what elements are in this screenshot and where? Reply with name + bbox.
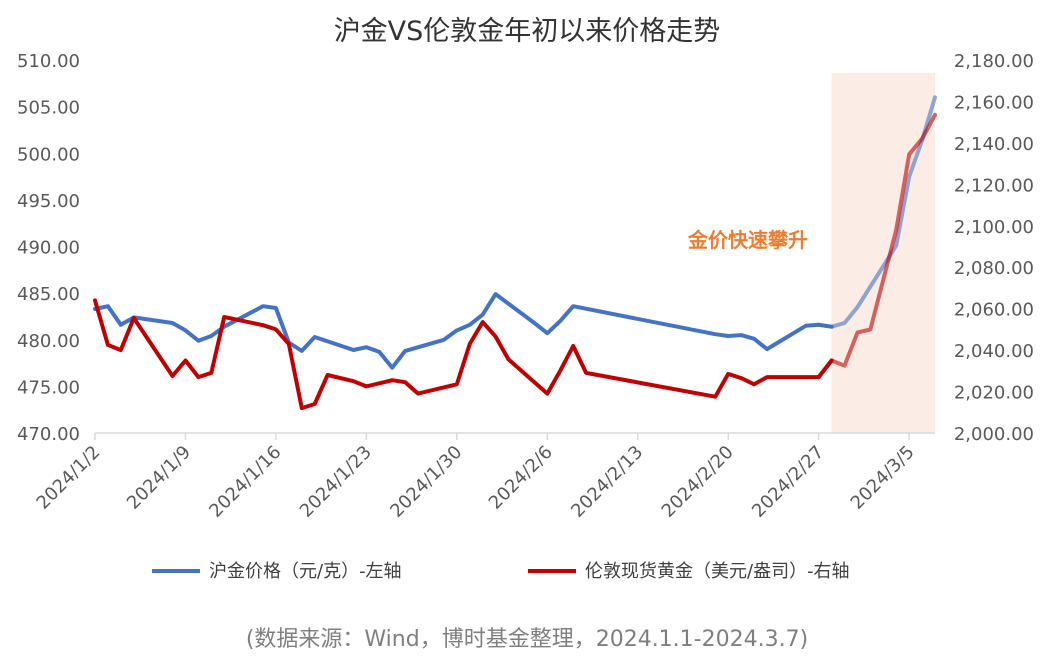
right-axis: 2,000.00 2,020.00 2,040.00 2,060.00 2,080.00…	[954, 51, 1034, 445]
x-tick-label: 2024/3/5	[847, 442, 919, 514]
x-tick-label: 2024/1/30	[386, 442, 466, 522]
series-line	[93, 298, 834, 411]
left-tick-label: 475.00	[17, 377, 80, 398]
plot-area	[93, 95, 937, 411]
right-tick-label: 2,160.00	[954, 92, 1034, 113]
annotation-label: 金价快速攀升	[687, 228, 808, 252]
right-tick-label: 2,000.00	[954, 424, 1034, 445]
x-tick-label: 2024/2/6	[485, 442, 557, 514]
x-tick-label: 2024/2/13	[567, 442, 647, 522]
x-tick-label: 2024/1/2	[33, 442, 105, 514]
left-tick-label: 485.00	[17, 284, 80, 305]
right-tick-label: 2,120.00	[954, 175, 1034, 196]
series-line-highlighted	[816, 95, 937, 329]
x-tick-label: 2024/2/27	[748, 442, 828, 522]
right-tick-label: 2,040.00	[954, 341, 1034, 362]
x-axis: 2024/1/2 2024/1/9 2024/1/16 2024/1/23 2024/1…	[33, 433, 919, 522]
x-tick-label: 2024/2/20	[658, 442, 738, 522]
left-tick-label: 480.00	[17, 331, 80, 352]
left-tick-label: 500.00	[17, 144, 80, 165]
chart-title: 沪金VS伦敦金年初以来价格走势	[334, 16, 721, 47]
legend-label-london: 伦敦现货黄金（美元/盎司）-右轴	[585, 561, 850, 582]
series-shfe	[93, 95, 937, 370]
left-tick-label: 510.00	[17, 51, 80, 72]
right-tick-label: 2,180.00	[954, 51, 1034, 72]
x-tick-label: 2024/1/16	[205, 442, 285, 522]
right-tick-label: 2,020.00	[954, 383, 1034, 404]
right-tick-label: 2,060.00	[954, 300, 1034, 321]
right-tick-label: 2,140.00	[954, 134, 1034, 155]
left-tick-label: 505.00	[17, 98, 80, 119]
series-line	[93, 292, 834, 370]
x-tick-label: 2024/1/23	[296, 442, 376, 522]
highlight-region	[831, 73, 935, 433]
right-tick-label: 2,080.00	[954, 258, 1034, 279]
left-axis: 470.00 475.00 480.00 485.00 490.00 495.00 500.…	[17, 51, 80, 445]
x-tick-label: 2024/1/9	[123, 442, 195, 514]
source-note: (数据来源：Wind，博时基金整理，2024.1.1-2024.3.7)	[246, 627, 808, 652]
left-tick-label: 470.00	[17, 424, 80, 445]
series-line-highlighted	[816, 112, 937, 380]
right-tick-label: 2,100.00	[954, 217, 1034, 238]
legend: 沪金价格（元/克）-左轴 伦敦现货黄金（美元/盎司）-右轴	[152, 561, 850, 582]
series-london	[93, 112, 937, 411]
left-tick-label: 490.00	[17, 238, 80, 259]
legend-label-shfe: 沪金价格（元/克）-左轴	[209, 561, 402, 582]
left-tick-label: 495.00	[17, 191, 80, 212]
